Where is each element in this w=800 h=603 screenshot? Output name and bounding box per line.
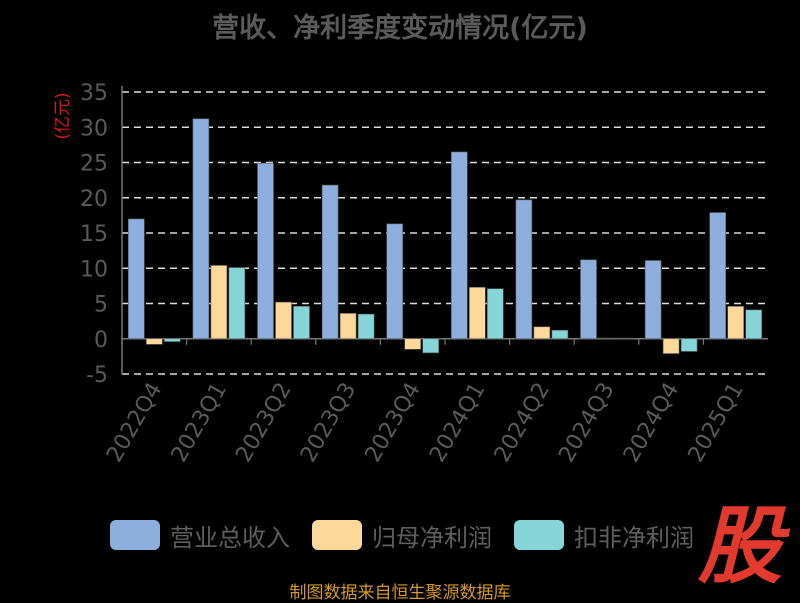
- bar-归母净利润: [339, 313, 357, 340]
- x-tick-label: 2022Q4: [102, 379, 167, 467]
- bar-营业总收入: [515, 199, 533, 340]
- bar-营业总收入: [257, 162, 274, 340]
- legend-label: 扣非净利润: [574, 523, 694, 552]
- y-tick-label: 10: [80, 257, 108, 282]
- bar-扣非净利润: [680, 338, 698, 352]
- bar-营业总收入: [644, 260, 662, 340]
- bar-扣非净利润: [551, 329, 569, 340]
- bar-营业总收入: [128, 218, 145, 340]
- legend-swatch: [312, 520, 362, 550]
- bar-扣非净利润: [745, 309, 763, 340]
- y-tick-label: -5: [86, 363, 108, 388]
- x-tick-label: 2024Q4: [619, 379, 684, 467]
- bar-归母净利润: [727, 306, 745, 340]
- bar-营业总收入: [709, 212, 727, 340]
- legend-label: 归母净利润: [372, 523, 492, 552]
- legend-swatch: [110, 520, 160, 550]
- bar-归母净利润: [598, 337, 615, 340]
- bar-扣非净利润: [228, 267, 246, 340]
- bar-归母净利润: [662, 338, 680, 354]
- legend-item[interactable]: 营业总收入: [110, 518, 290, 553]
- bar-归母净利润: [210, 265, 228, 340]
- x-tick-label: 2023Q3: [296, 379, 361, 467]
- x-tick-label: 2023Q2: [231, 379, 296, 467]
- y-tick-label: 35: [80, 81, 108, 106]
- source-note: 制图数据来自恒生聚源数据库: [289, 583, 511, 603]
- bar-扣非净利润: [486, 288, 504, 340]
- bar-归母净利润: [468, 286, 486, 340]
- y-tick-label: 20: [80, 187, 108, 212]
- y-axis-label: (亿元): [53, 92, 73, 139]
- bar-归母净利润: [146, 338, 163, 345]
- bar-营业总收入: [450, 151, 468, 340]
- legend-item[interactable]: 扣非净利润: [514, 518, 694, 553]
- bar-营业总收入: [386, 223, 404, 340]
- y-tick-label: 30: [80, 116, 108, 141]
- y-tick-label: 0: [94, 328, 108, 353]
- legend: 营业总收入 归母净利润 扣非净利润: [110, 518, 716, 552]
- bar-营业总收入: [321, 184, 339, 340]
- x-tick-label: 2024Q1: [425, 379, 490, 467]
- chart-title: 营收、净利季度变动情况(亿元): [212, 13, 588, 44]
- bar-扣非净利润: [422, 338, 440, 354]
- bar-归母净利润: [533, 326, 551, 340]
- legend-label: 营业总收入: [170, 523, 290, 552]
- bar-营业总收入: [192, 118, 210, 340]
- legend-swatch: [514, 520, 564, 550]
- bar-归母净利润: [275, 301, 292, 340]
- y-tick-label: 15: [80, 222, 108, 247]
- logo: 股: [697, 497, 782, 595]
- bar-扣非净利润: [164, 338, 181, 342]
- y-tick-label: 5: [94, 293, 108, 318]
- legend-item[interactable]: 归母净利润: [312, 518, 492, 553]
- x-tick-label: 2024Q3: [554, 379, 619, 467]
- x-tick-label: 2023Q1: [167, 379, 232, 467]
- bar-扣非净利润: [616, 337, 633, 340]
- x-tick-label: 2024Q2: [490, 379, 555, 467]
- bar-营业总收入: [580, 259, 597, 340]
- x-tick-label: 2023Q4: [361, 379, 426, 467]
- bar-扣非净利润: [357, 313, 375, 340]
- bar-归母净利润: [404, 338, 422, 350]
- y-tick-label: 25: [80, 152, 108, 177]
- bar-扣非净利润: [293, 306, 310, 340]
- x-tick-label: 2025Q1: [684, 379, 749, 467]
